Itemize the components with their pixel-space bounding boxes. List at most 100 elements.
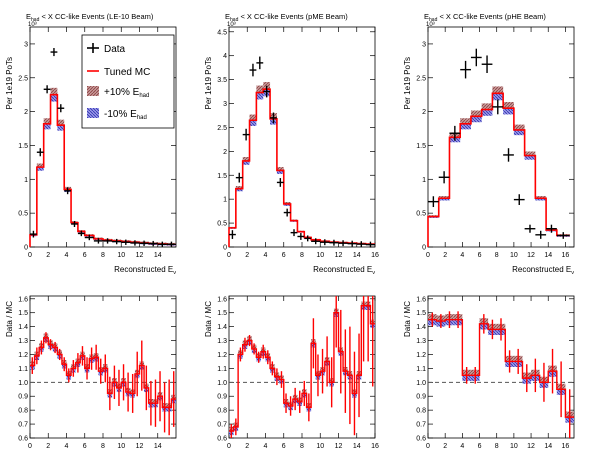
- legend-plus-main: +10% E: [104, 87, 140, 98]
- y-tick-label: 1.4: [217, 324, 227, 331]
- data-point: [139, 240, 149, 246]
- chart-title: Ehad < X CC-like Events (pME Beam): [225, 12, 348, 23]
- y-tick-label: 1.1: [217, 366, 227, 373]
- x-label-main: Reconstructed E: [114, 265, 173, 274]
- y-tick-label: 3: [24, 41, 28, 48]
- data-point: [428, 196, 439, 208]
- phe_spectrum-panel: 0 2 4 6 8 10 12 14 16 0 0.5 1 1.5 2 2.5 3 Per 1e19 PoTs E…: [403, 12, 575, 276]
- phe_ratio-panel: 0 2 4 6 8 10 12 14 16 0.6 0.7 0.8 0.9 1.0 1.1 1.2 1.3 1.4…: [403, 295, 575, 450]
- x-tick-label: 6: [478, 443, 482, 450]
- band-minus: [57, 125, 65, 131]
- band-minus: [513, 129, 525, 136]
- band-plus: [535, 196, 547, 199]
- y-tick-label: 4: [223, 53, 227, 60]
- y-tick-label: 0.6: [416, 436, 426, 443]
- data-point: [492, 99, 504, 115]
- band-plus: [242, 157, 250, 161]
- y-tick-label: 1.0: [416, 380, 426, 387]
- band-plus: [235, 186, 243, 189]
- y-tick-label: 1.0: [18, 380, 28, 387]
- data-point: [438, 171, 450, 184]
- data-point: [93, 238, 103, 244]
- x-label-main: Reconstructed E: [313, 265, 372, 274]
- x-tick-label: 2: [443, 252, 447, 259]
- data-point: [338, 240, 348, 247]
- x-axis-label: Reconstructed Eν: [313, 265, 375, 276]
- y-tick-label: 0.7: [18, 422, 28, 429]
- data-point: [57, 104, 65, 113]
- data-point: [524, 224, 536, 233]
- data-point: [329, 239, 339, 246]
- data-point: [347, 240, 357, 247]
- data-point: [103, 238, 113, 244]
- y-axis-label: Data / MC: [204, 301, 213, 337]
- y-tick-label: 0.5: [18, 211, 28, 218]
- x-tick-label: 2: [46, 252, 50, 259]
- x-tick-label: 14: [544, 252, 552, 259]
- data-point: [270, 112, 277, 124]
- y-tick-label: 0.5: [217, 221, 227, 228]
- band-minus: [470, 116, 482, 123]
- x-tick-label: 0: [426, 252, 430, 259]
- band-plus: [249, 114, 257, 121]
- title-post: < X CC-like Events (pHE Beam): [437, 12, 546, 21]
- y-tick-label: 0.7: [217, 422, 227, 429]
- x-tick-label: 14: [154, 443, 162, 450]
- x-tick-label: 6: [478, 252, 482, 259]
- x-tick-label: 0: [28, 443, 32, 450]
- band-minus: [36, 167, 44, 171]
- y-tick-label: 2: [223, 149, 227, 156]
- y-tick-label: 1.4: [416, 324, 426, 331]
- band-minus: [460, 123, 471, 130]
- band-minus: [43, 123, 51, 130]
- y-tick-label: 1.5: [18, 310, 28, 317]
- data-point: [311, 238, 321, 245]
- data-point: [470, 48, 482, 67]
- mc-histogram: [228, 88, 375, 247]
- x-tick-label: 8: [495, 252, 499, 259]
- x-tick-label: 8: [300, 443, 304, 450]
- x-tick-label: 2: [443, 443, 447, 450]
- band-plus: [524, 151, 536, 156]
- y-tick-label: 1.2: [416, 352, 426, 359]
- x-tick-label: 4: [460, 443, 464, 450]
- x-tick-label: 0: [227, 443, 231, 450]
- mc-histogram: [427, 92, 570, 247]
- y-tick-label: 2: [422, 109, 426, 116]
- data-point: [460, 60, 471, 79]
- x-tick-label: 6: [282, 443, 286, 450]
- title-sub: had: [31, 17, 40, 23]
- legend-plus-label: +10% Ehad: [104, 87, 149, 99]
- band-plus: [43, 118, 51, 124]
- band-minus: [481, 109, 493, 116]
- y-tick-label: 0.9: [217, 394, 227, 401]
- data-point: [36, 148, 44, 157]
- y-tick-label: 1.5: [416, 310, 426, 317]
- y-tick-label: 1: [24, 177, 28, 184]
- y-tick-label: 2: [24, 109, 28, 116]
- legend-mc-label: Tuned MC: [104, 67, 150, 78]
- x-tick-label: 4: [264, 252, 268, 259]
- band-plus: [481, 103, 493, 110]
- x-label-sub: ν: [571, 270, 574, 276]
- title-sub: had: [230, 17, 239, 23]
- plot-frame: [427, 26, 575, 248]
- data-point: [449, 125, 461, 141]
- data-point: [30, 230, 37, 238]
- y-tick-label: 1.3: [217, 338, 227, 345]
- x-axis-label: Reconstructed Eν: [114, 265, 176, 276]
- data-point: [356, 241, 366, 248]
- x-tick-label: 12: [527, 443, 535, 450]
- legend-minus-label: -10% Ehad: [104, 109, 147, 121]
- y-tick-label: 3: [223, 101, 227, 108]
- x-tick-label: 16: [371, 443, 379, 450]
- y-tick-label: 0: [24, 245, 28, 252]
- x-tick-label: 6: [83, 443, 87, 450]
- y-axis-label: Per 1e19 PoTs: [403, 57, 412, 109]
- y-tick-label: 0.8: [416, 408, 426, 415]
- y-tick-label: 0.9: [18, 394, 28, 401]
- y-tick-label: 1.1: [416, 366, 426, 373]
- legend-minus-swatch: [87, 108, 99, 118]
- data-point: [235, 172, 243, 183]
